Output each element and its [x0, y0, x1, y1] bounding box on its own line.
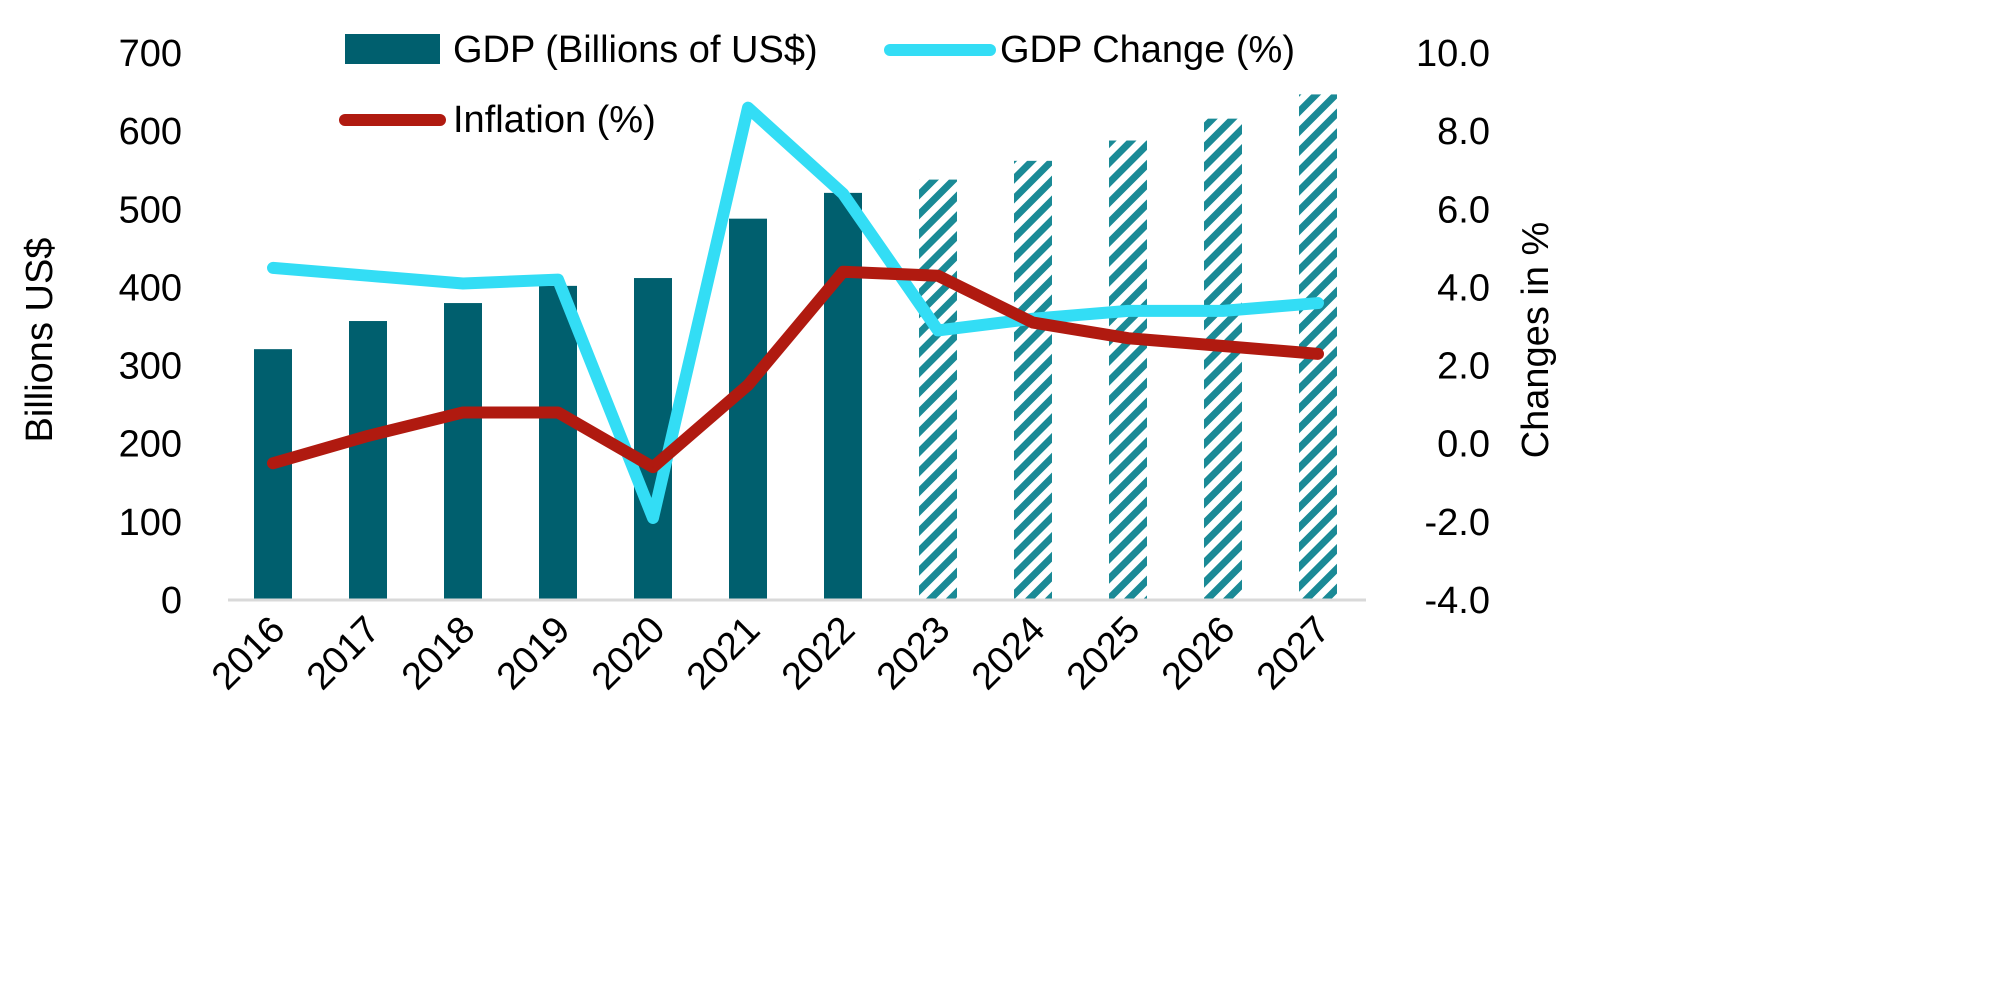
y-axis-label-left: Billions US$	[19, 238, 61, 443]
x-tick-2026: 2026	[1154, 609, 1243, 698]
bar-gdp-2019	[539, 285, 577, 600]
point-gdp-change-2023	[937, 329, 939, 332]
point-gdp-change-2018	[462, 282, 464, 285]
point-inflation-2022	[842, 270, 844, 273]
x-tick-2027: 2027	[1249, 609, 1338, 698]
y-tick-left: 0	[161, 580, 182, 622]
bar-gdp-2018	[444, 303, 482, 600]
y-tick-left: 700	[119, 33, 182, 75]
y-tick-left: 400	[119, 267, 182, 309]
point-gdp-change-2019	[557, 278, 559, 281]
point-gdp-change-2025	[1127, 309, 1129, 312]
legend: GDP (Billions of US$) GDP Change (%) Inf…	[339, 29, 1295, 141]
point-inflation-2024	[1032, 321, 1034, 324]
x-tick-2018: 2018	[394, 609, 483, 698]
bar-gdp-2023	[919, 179, 957, 600]
point-gdp-change-2022	[842, 192, 844, 195]
y-tick-right: 6.0	[1437, 189, 1490, 231]
point-gdp-change-2020	[652, 516, 654, 519]
y-tick-left: 100	[119, 502, 182, 544]
bar-gdp-2022	[824, 192, 862, 600]
y-tick-right: -2.0	[1425, 502, 1490, 544]
y-tick-left: 300	[119, 346, 182, 388]
bar-gdp-2021	[729, 218, 767, 601]
bar-gdp-2025	[1109, 140, 1147, 600]
x-tick-2024: 2024	[964, 609, 1053, 698]
y-tick-left: 200	[119, 424, 182, 466]
point-inflation-2017	[367, 434, 369, 437]
x-tick-2019: 2019	[489, 609, 578, 698]
point-gdp-change-2017	[367, 274, 369, 277]
bar-gdp-2017	[349, 321, 387, 600]
point-inflation-2020	[652, 466, 654, 469]
point-gdp-change-2021	[747, 106, 749, 109]
bar-gdp-2024	[1014, 160, 1052, 600]
x-tick-2017: 2017	[299, 609, 388, 698]
x-tick-2016: 2016	[204, 609, 293, 698]
y-tick-right: 10.0	[1416, 33, 1490, 75]
y-tick-right: -4.0	[1425, 580, 1490, 622]
legend-swatch-gdp	[345, 34, 440, 64]
legend-label-gdp: GDP (Billions of US$)	[453, 29, 818, 71]
point-gdp-change-2027	[1317, 302, 1319, 305]
point-gdp-change-2016	[272, 266, 274, 269]
x-tick-2020: 2020	[584, 609, 673, 698]
point-inflation-2023	[937, 274, 939, 277]
point-inflation-2021	[747, 384, 749, 387]
y-tick-right: 4.0	[1437, 267, 1490, 309]
bar-gdp-2016	[254, 349, 292, 600]
x-tick-2023: 2023	[869, 609, 958, 698]
y-tick-right: 8.0	[1437, 111, 1490, 153]
y-tick-right: 0.0	[1437, 424, 1490, 466]
legend-label-inflation: Inflation (%)	[453, 99, 656, 141]
legend-label-gdp-change: GDP Change (%)	[1000, 29, 1295, 71]
point-inflation-2018	[462, 411, 464, 414]
bar-gdp-2026	[1204, 118, 1242, 600]
point-inflation-2019	[557, 411, 559, 414]
point-inflation-2027	[1317, 352, 1319, 355]
point-inflation-2026	[1222, 345, 1224, 348]
x-tick-2022: 2022	[774, 609, 863, 698]
y-tick-right: 2.0	[1437, 346, 1490, 388]
y-tick-left: 500	[119, 189, 182, 231]
y-axis-label-right: Changes in %	[1515, 222, 1557, 459]
point-inflation-2025	[1127, 337, 1129, 340]
x-tick-2025: 2025	[1059, 609, 1148, 698]
x-tick-2021: 2021	[679, 609, 768, 698]
point-inflation-2016	[272, 462, 274, 465]
point-gdp-change-2026	[1222, 309, 1224, 312]
line-gdp-change	[267, 101, 1324, 524]
y-tick-left: 600	[119, 111, 182, 153]
line-inflation	[267, 265, 1324, 474]
